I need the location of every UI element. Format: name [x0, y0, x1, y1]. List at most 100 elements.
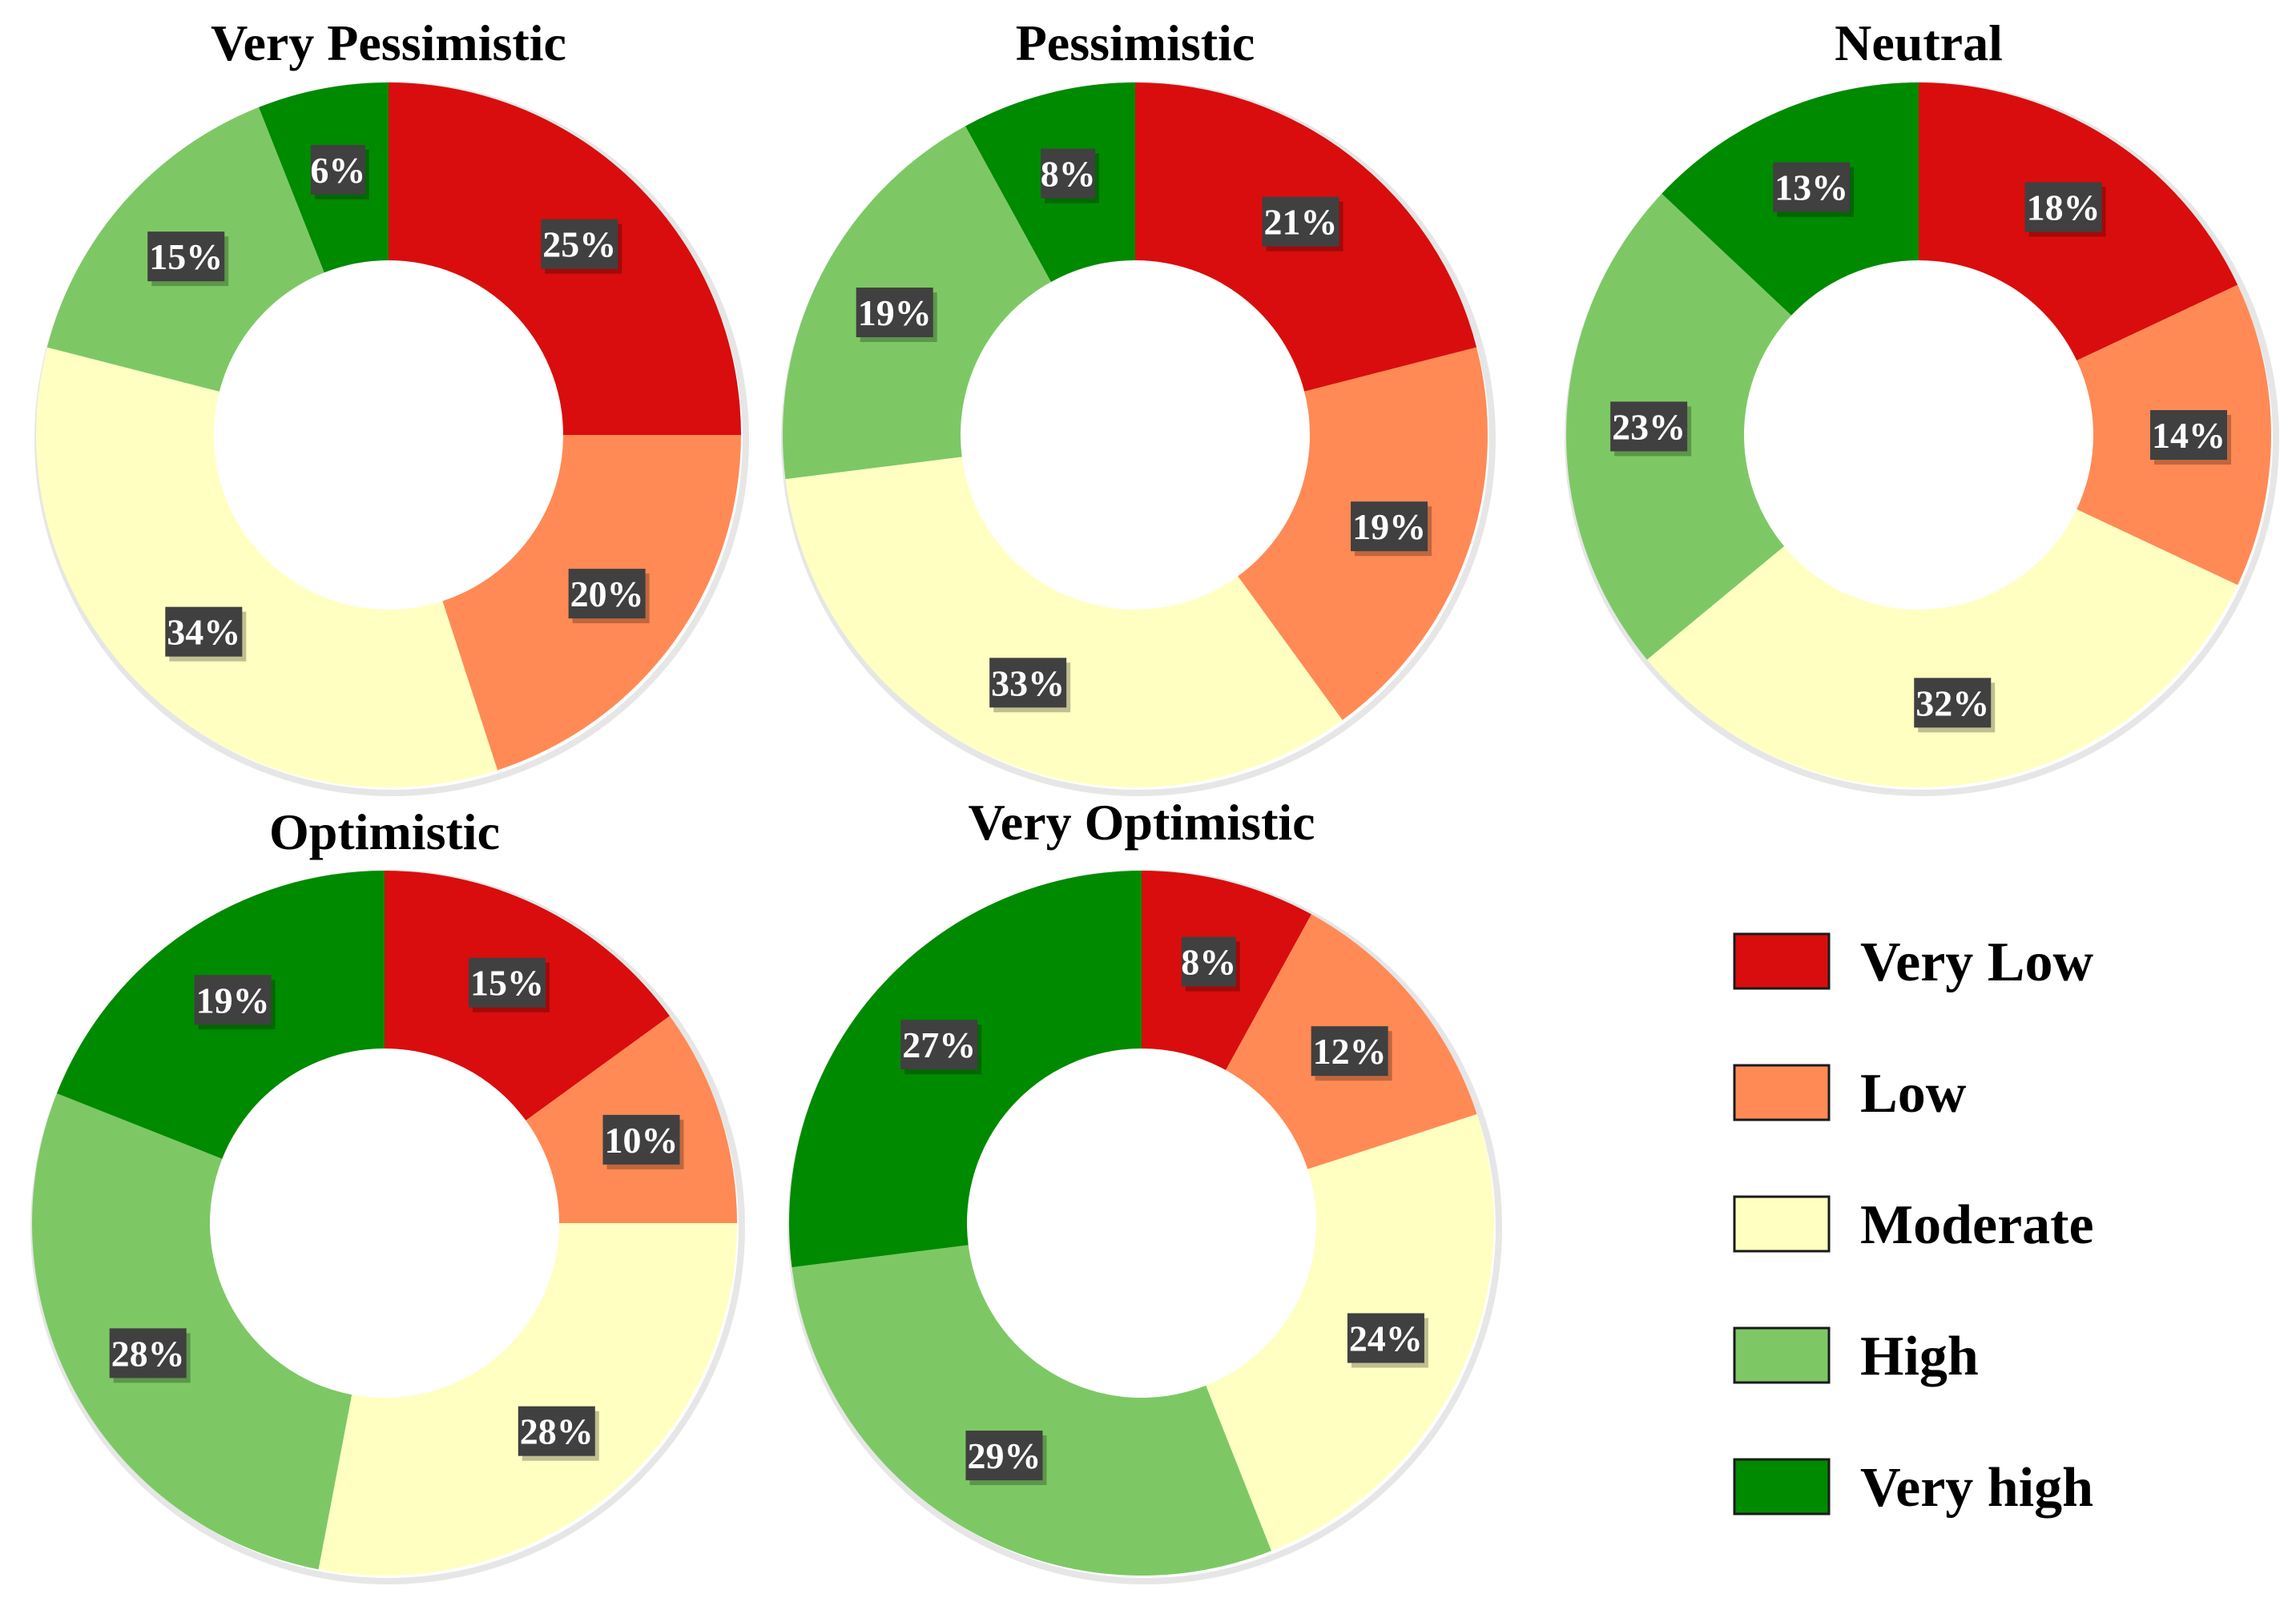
data-label: 34% [165, 606, 247, 662]
slice-high [792, 1245, 1271, 1576]
legend-label: Very high [1860, 1457, 2093, 1519]
data-label-box [602, 1114, 680, 1165]
data-label-box [2150, 410, 2227, 460]
data-label: 27% [900, 1020, 982, 1075]
donut-chart-pessimistic: Pessimistic 21% 19% 33% 19% 8% [781, 14, 1496, 796]
data-label-text: 18% [2027, 187, 2101, 227]
data-label-box [468, 957, 546, 1008]
data-label-text: 19% [1352, 506, 1426, 547]
donut-chart-neutral: Neutral 18% 14% 32% 23% 13% [1565, 14, 2279, 796]
data-label-text: 13% [1774, 167, 1848, 208]
legend-item-moderate: Moderate [1733, 1194, 2094, 1256]
data-label-text: 15% [149, 236, 223, 277]
data-label-text: 23% [1612, 406, 1686, 447]
data-label: 18% [2024, 182, 2106, 237]
data-label-text: 8% [1041, 154, 1096, 195]
data-label-box [147, 231, 225, 282]
data-label: 19% [1351, 501, 1432, 557]
data-label-text: 28% [520, 1411, 594, 1452]
data-label: 12% [1311, 1026, 1392, 1081]
data-label-text: 28% [111, 1333, 185, 1374]
data-label-box [989, 658, 1067, 708]
data-label-box [541, 219, 618, 269]
chart-title: Very Optimistic [968, 794, 1315, 851]
data-label-text: 21% [1264, 202, 1338, 243]
data-label-text: 25% [542, 224, 616, 265]
data-label: 25% [541, 219, 622, 274]
legend-item-very-low: Very Low [1733, 932, 2093, 993]
data-label-text: 12% [1313, 1031, 1387, 1072]
data-label-box [109, 1328, 187, 1379]
legend-swatch [1733, 1326, 1831, 1384]
legend-swatch [1733, 1458, 1831, 1515]
chart-title: Neutral [1835, 14, 2003, 71]
data-label: 10% [602, 1114, 684, 1169]
data-label: 14% [2150, 410, 2231, 465]
data-label: 13% [1773, 162, 1855, 217]
legend-item-low: Low [1733, 1063, 1967, 1125]
data-label: 15% [147, 231, 229, 287]
data-label: 32% [1914, 678, 1996, 733]
data-label-text: 24% [1349, 1318, 1423, 1358]
charts-layer: Very Pessimistic 25% 20% 34% 15% 6% Pessimisti… [30, 14, 2279, 1584]
legend-swatch [1733, 1195, 1831, 1253]
data-label-box [2024, 182, 2102, 232]
data-label: 28% [109, 1328, 191, 1383]
data-label-box [1914, 678, 1992, 728]
slice-high [31, 1093, 352, 1570]
data-label-text: 33% [991, 662, 1065, 703]
data-label-text: 29% [967, 1435, 1041, 1476]
data-label-box [310, 144, 365, 195]
data-label: 28% [518, 1406, 599, 1461]
slice-moderate [785, 457, 1343, 787]
data-label-box [856, 288, 933, 338]
data-label-text: 34% [167, 612, 240, 653]
data-label-box [1347, 1313, 1424, 1363]
data-label: 21% [1262, 196, 1343, 252]
data-label-text: 19% [196, 980, 270, 1020]
data-label: 15% [468, 957, 550, 1012]
data-label-text: 19% [858, 292, 932, 333]
data-label-text: 32% [1915, 682, 1989, 723]
data-label-box [1311, 1026, 1388, 1077]
legend-item-very-high: Very high [1733, 1457, 2093, 1519]
chart-title: Optimistic [269, 803, 500, 860]
data-label: 20% [568, 569, 650, 624]
data-label-text: 6% [310, 150, 365, 191]
data-label-text: 10% [605, 1120, 679, 1161]
legend-swatch [1733, 1064, 1831, 1121]
data-label-box [900, 1020, 978, 1070]
donut-chart-very-pessimistic: Very Pessimistic 25% 20% 34% 15% 6% [34, 14, 749, 796]
data-label-box [1262, 196, 1339, 247]
data-label-text: 14% [2152, 415, 2226, 456]
data-label: 23% [1610, 401, 1692, 457]
data-label: 24% [1347, 1313, 1428, 1368]
legend-label: Low [1860, 1063, 1967, 1125]
legend: Very Low Low Moderate High Very high [1733, 932, 2094, 1519]
slice-moderate [35, 347, 497, 788]
data-label: 6% [310, 144, 369, 199]
slice-moderate [318, 1223, 737, 1576]
data-label-text: 15% [470, 963, 544, 1004]
data-label-box [518, 1406, 595, 1456]
data-label: 29% [965, 1431, 1047, 1486]
data-label-box [568, 569, 646, 619]
legend-label: Moderate [1860, 1194, 2094, 1256]
data-label-box [1351, 501, 1428, 552]
data-label-box [194, 975, 272, 1025]
chart-title: Pessimistic [1016, 14, 1255, 71]
data-label-text: 20% [570, 574, 644, 614]
data-label-box [1773, 162, 1851, 212]
data-label-text: 27% [902, 1024, 976, 1065]
data-label: 8% [1041, 148, 1100, 203]
data-label-box [1610, 401, 1688, 452]
donut-chart-optimistic: Optimistic 15% 10% 28% 28% 19% [30, 803, 745, 1584]
data-label: 19% [194, 975, 276, 1030]
legend-label: High [1860, 1326, 1979, 1387]
data-label-box [965, 1431, 1043, 1481]
legend-swatch [1733, 932, 1831, 990]
data-label-box [165, 606, 243, 657]
data-label-box [1041, 148, 1096, 199]
legend-item-high: High [1733, 1326, 1979, 1387]
